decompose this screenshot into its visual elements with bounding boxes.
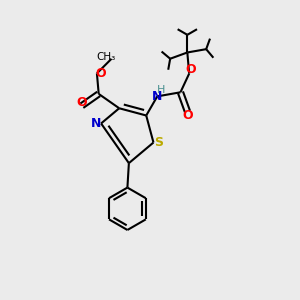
Text: N: N	[91, 117, 101, 130]
Text: CH₃: CH₃	[97, 52, 116, 62]
Text: O: O	[76, 96, 87, 109]
Text: O: O	[185, 63, 196, 76]
Text: N: N	[152, 91, 163, 103]
Text: O: O	[95, 67, 106, 80]
Text: H: H	[157, 85, 165, 95]
Text: O: O	[182, 109, 193, 122]
Text: S: S	[154, 136, 163, 149]
